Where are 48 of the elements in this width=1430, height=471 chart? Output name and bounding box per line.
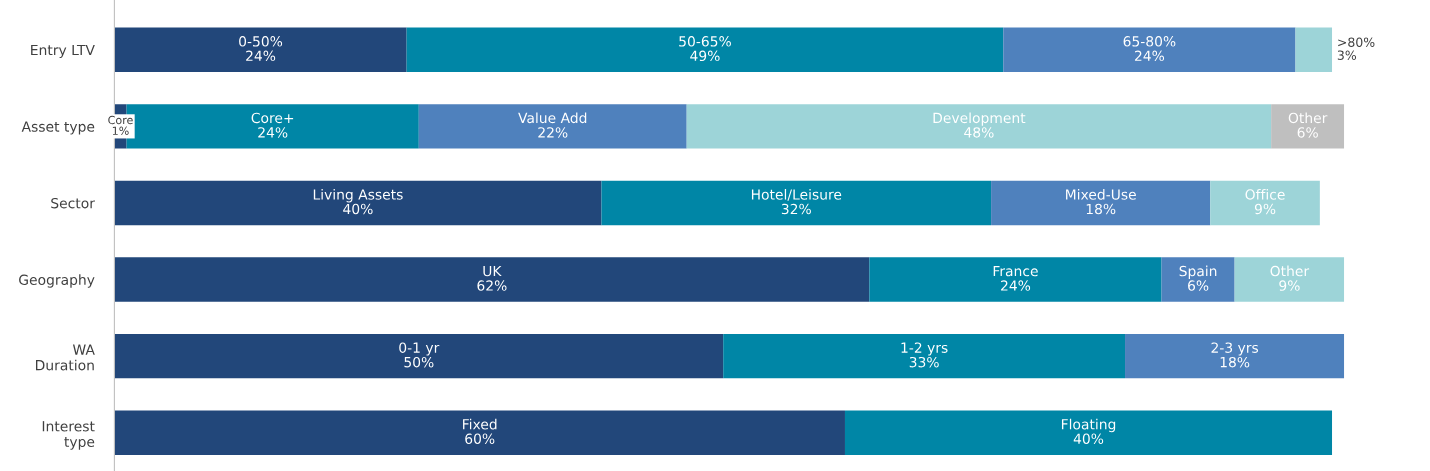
bar [1234,257,1345,302]
data-label: 1-2 yrs 33% [901,342,948,368]
y-tick-label: Entry LTV [31,44,95,58]
y-tick-label: Sector [51,197,95,209]
y-tick-label: WA Duration [36,344,95,371]
data-label: Fixed 60% [463,418,497,444]
bar [1003,27,1296,72]
data-label: 0-1 yr 50% [399,342,440,368]
data-label: Hotel/Leisure 32% [751,188,842,215]
data-label: Other 9% [1270,265,1310,291]
data-label: Floating 40% [1061,418,1116,444]
bar [1125,333,1345,379]
bar [418,104,687,149]
bar [601,180,992,226]
bar [406,27,1004,72]
bar [1210,180,1320,226]
data-label: Core 1% [108,115,133,135]
data-label: Other 6% [1288,112,1328,138]
bar [114,27,407,72]
data-label: France 24% [993,265,1038,291]
bar [686,104,1272,149]
data-label: 50-65% 49% [679,36,731,62]
bar [114,257,870,302]
bar [844,410,1333,455]
data-label: Development 48% [933,112,1026,138]
data-label: 2-3 yrs 18% [1211,342,1259,368]
bar [1161,257,1235,302]
y-tick-label: Geography [19,274,95,288]
data-label: Office 9% [1245,188,1285,215]
data-label: Core+ 24% [251,112,294,138]
bar [1271,104,1345,149]
bar [114,410,845,455]
bar [869,257,1162,302]
y-tick-label: Asset type [21,121,95,135]
data-label: >80% 3% [1337,37,1375,60]
data-label: Spain 6% [1179,265,1217,291]
data-label: Living Assets 40% [313,188,403,215]
data-label: Value Add 22% [518,112,587,138]
bar [991,180,1211,226]
bar [114,333,724,379]
bar [1295,27,1333,72]
bar [723,333,1126,379]
data-label: 0-50% 24% [239,36,283,62]
data-label: UK 62% [477,265,507,291]
y-tick-label: Interest type [42,421,95,450]
data-label: 65-80% 24% [1123,36,1176,62]
bar [114,180,602,226]
data-label: Mixed-Use 18% [1066,188,1136,215]
